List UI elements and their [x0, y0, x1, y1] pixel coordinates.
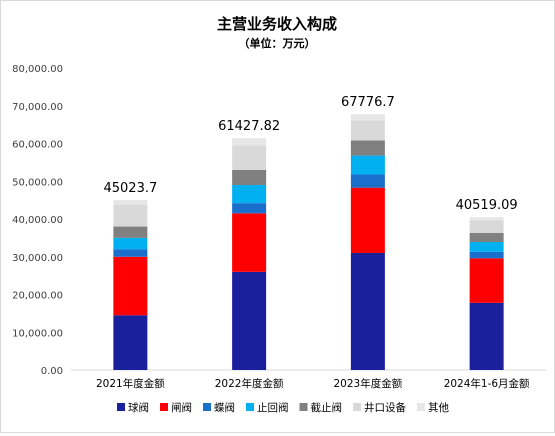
bar-segment	[469, 220, 504, 233]
bar-total-label: 45023.7	[103, 181, 157, 196]
bar-segment	[350, 252, 385, 370]
y-tick-label: 40,000.00	[12, 215, 63, 226]
bar-segment	[232, 169, 267, 186]
bar-segment	[350, 140, 385, 156]
bar-segment	[350, 174, 385, 188]
bar-segment	[113, 237, 148, 250]
bar-segment	[350, 114, 385, 121]
chart-title: 主营业务收入构成	[217, 15, 337, 33]
bar-segment	[469, 302, 504, 370]
legend-label: 闸阀	[171, 401, 192, 414]
chart-subtitle: （单位：万元）	[239, 36, 316, 50]
bar-segment	[113, 315, 148, 370]
legend-swatch	[246, 403, 254, 411]
y-tick-label: 0.00	[41, 366, 63, 377]
legend-label: 其他	[428, 401, 449, 414]
x-tick-label: 2022年度金额	[215, 377, 284, 390]
x-tick-label: 2021年度金额	[96, 377, 165, 390]
bar-segment	[232, 145, 267, 170]
legend-label: 止回阀	[257, 401, 289, 414]
bar-segment	[113, 204, 148, 227]
bar-segment	[113, 226, 148, 238]
bar-segment	[469, 242, 504, 252]
bar-segment	[232, 185, 267, 204]
bar-segment	[350, 155, 385, 175]
legend-swatch	[117, 403, 125, 411]
bar-segment	[469, 258, 504, 303]
legend-label: 截止阀	[311, 401, 343, 414]
bar-total-label: 40519.09	[456, 198, 518, 213]
y-tick-label: 60,000.00	[12, 140, 63, 151]
legend-label: 球阀	[128, 401, 149, 414]
y-tick-label: 50,000.00	[12, 177, 63, 188]
bar-segment	[113, 200, 148, 205]
bar-segment	[232, 271, 267, 370]
y-tick-label: 70,000.00	[12, 102, 63, 113]
x-axis-labels: 2021年度金额 2022年度金额 2023年度金额 2024年1-6月金额	[96, 377, 530, 390]
y-tick-label: 30,000.00	[12, 253, 63, 264]
y-tick-label: 20,000.00	[12, 291, 63, 302]
bar-segment	[350, 187, 385, 253]
y-tick-label: 10,000.00	[12, 328, 63, 339]
legend-swatch	[353, 403, 361, 411]
bar-segment	[113, 256, 148, 316]
legend-swatch	[160, 403, 168, 411]
bar-segment	[232, 203, 267, 214]
bar-segment	[469, 232, 504, 243]
bar-segment	[232, 138, 267, 146]
legend-label: 井口设备	[364, 401, 406, 414]
bar-segment	[469, 251, 504, 259]
x-tick-label: 2024年1-6月金额	[444, 377, 530, 390]
y-tick-label: 80,000.00	[12, 64, 63, 75]
bar-total-label: 67776.7	[341, 95, 395, 110]
legend-label: 蝶阀	[214, 401, 235, 414]
bars-group: 45023.7 61427.82 67776.7 40519.09	[103, 95, 518, 370]
bar-segment	[232, 213, 267, 272]
bar-segment	[469, 217, 504, 221]
x-tick-label: 2023年度金额	[334, 377, 403, 390]
bar-segment	[113, 249, 148, 257]
legend-swatch	[299, 403, 308, 411]
legend-swatch	[417, 403, 425, 411]
legend: 球阀 闸阀 蝶阀 止回阀 截止阀 井口设备 其他	[117, 401, 449, 414]
bar-segment	[350, 120, 385, 141]
y-axis: 0.00 10,000.00 20,000.00 30,000.00 40,000.00…	[12, 64, 546, 377]
legend-swatch	[203, 403, 211, 411]
bar-total-label: 61427.82	[218, 119, 280, 134]
